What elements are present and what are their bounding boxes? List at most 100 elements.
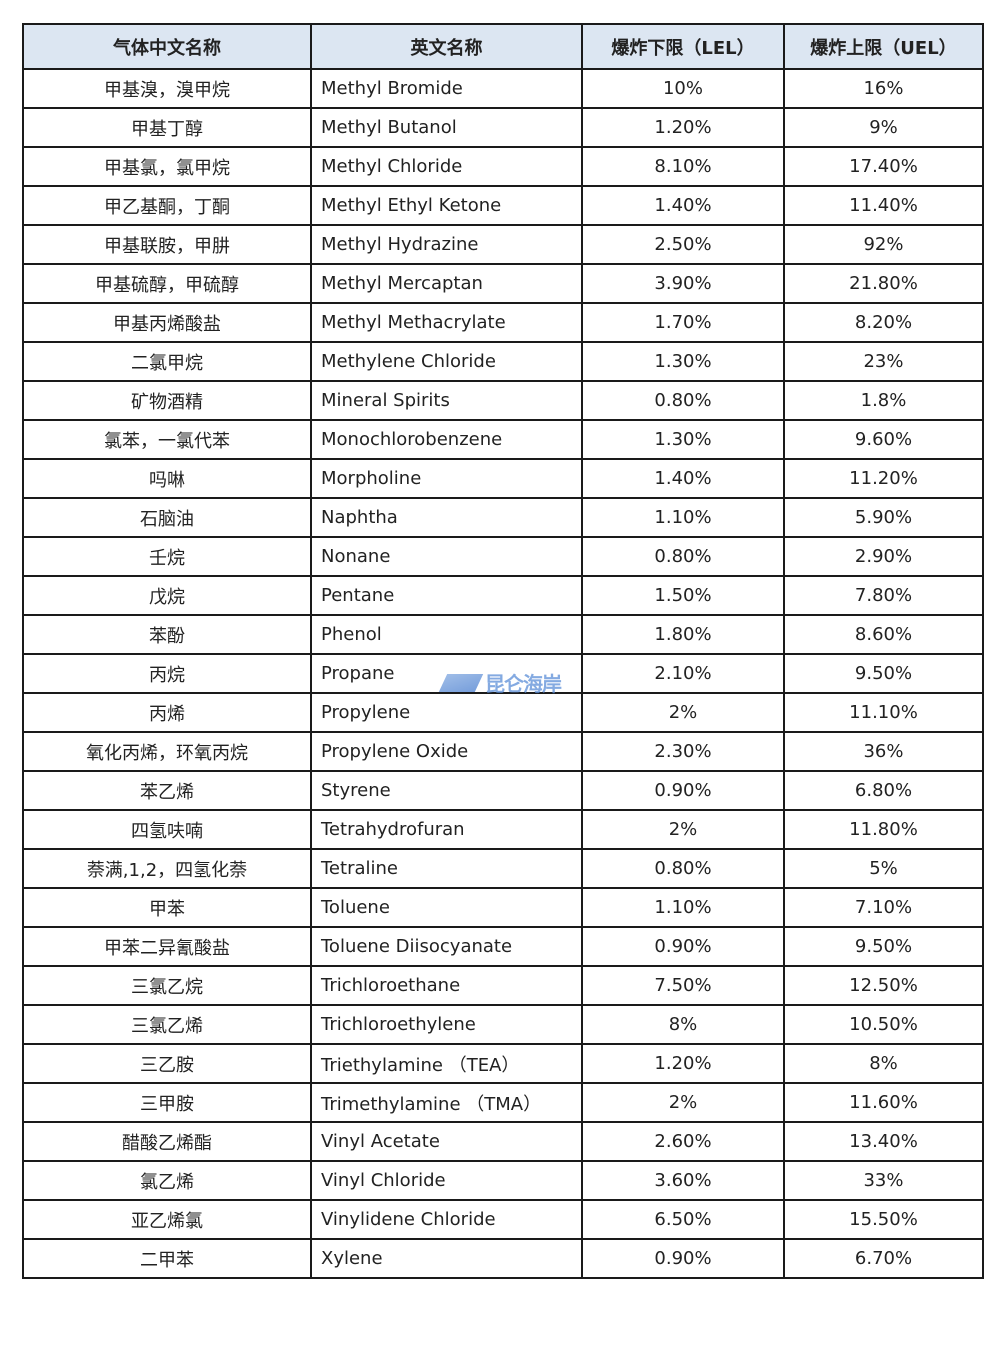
cell-chinese-name: 甲乙基酮，丁酮	[22, 185, 312, 226]
table-row: 甲基氯，氯甲烷 Methyl Chloride 8.10% 17.40%	[22, 146, 984, 187]
cell-lel: 2.60%	[581, 1121, 785, 1162]
table-row: 丙烷 Propane 2.10% 9.50%	[22, 653, 984, 694]
table-row: 萘满,1,2，四氢化萘 Tetraline 0.80% 5%	[22, 848, 984, 889]
table-row: 二氯甲烷 Methylene Chloride 1.30% 23%	[22, 341, 984, 382]
cell-uel: 15.50%	[783, 1199, 984, 1240]
explosion-limits-table: 气体中文名称 英文名称 爆炸下限（LEL） 爆炸上限（UEL） 甲基溴，溴甲烷 M…	[22, 23, 984, 1279]
cell-uel: 8%	[783, 1043, 984, 1084]
table-row: 甲基溴，溴甲烷 Methyl Bromide 10% 16%	[22, 68, 984, 109]
cell-lel: 8.10%	[581, 146, 785, 187]
table-row: 戊烷 Pentane 1.50% 7.80%	[22, 575, 984, 616]
cell-uel: 11.60%	[783, 1082, 984, 1123]
table-row: 苯酚 Phenol 1.80% 8.60%	[22, 614, 984, 655]
table-row: 石脑油 Naphtha 1.10% 5.90%	[22, 497, 984, 538]
table-row: 甲基硫醇，甲硫醇 Methyl Mercaptan 3.90% 21.80%	[22, 263, 984, 304]
table-row: 氯乙烯 Vinyl Chloride 3.60% 33%	[22, 1160, 984, 1201]
cell-english-name: Trichloroethane	[310, 965, 583, 1006]
cell-lel: 6.50%	[581, 1199, 785, 1240]
cell-uel: 9.50%	[783, 653, 984, 694]
cell-chinese-name: 三氯乙烷	[22, 965, 312, 1006]
cell-english-name: Propylene Oxide	[310, 731, 583, 772]
cell-english-name: Tetraline	[310, 848, 583, 889]
cell-english-name: Pentane	[310, 575, 583, 616]
cell-english-name: Styrene	[310, 770, 583, 811]
cell-chinese-name: 甲基氯，氯甲烷	[22, 146, 312, 187]
cell-uel: 9.50%	[783, 926, 984, 967]
cell-uel: 10.50%	[783, 1004, 984, 1045]
cell-english-name: Methyl Chloride	[310, 146, 583, 187]
cell-uel: 9.60%	[783, 419, 984, 460]
cell-lel: 10%	[581, 68, 785, 109]
cell-lel: 2.50%	[581, 224, 785, 265]
table-row: 二甲苯 Xylene 0.90% 6.70%	[22, 1238, 984, 1279]
cell-english-name: Methyl Mercaptan	[310, 263, 583, 304]
cell-uel: 8.20%	[783, 302, 984, 343]
cell-english-name: Nonane	[310, 536, 583, 577]
cell-english-name: Vinyl Chloride	[310, 1160, 583, 1201]
cell-uel: 11.10%	[783, 692, 984, 733]
cell-lel: 1.20%	[581, 107, 785, 148]
cell-chinese-name: 壬烷	[22, 536, 312, 577]
table-row: 苯乙烯 Styrene 0.90% 6.80%	[22, 770, 984, 811]
cell-lel: 1.40%	[581, 185, 785, 226]
table-row: 三氯乙烷 Trichloroethane 7.50% 12.50%	[22, 965, 984, 1006]
cell-lel: 2.10%	[581, 653, 785, 694]
table-row: 氯苯，一氯代苯 Monochlorobenzene 1.30% 9.60%	[22, 419, 984, 460]
cell-english-name: Morpholine	[310, 458, 583, 499]
header-chinese-name: 气体中文名称	[22, 23, 312, 70]
cell-uel: 5%	[783, 848, 984, 889]
cell-chinese-name: 氯苯，一氯代苯	[22, 419, 312, 460]
cell-english-name: Methyl Butanol	[310, 107, 583, 148]
cell-chinese-name: 三氯乙烯	[22, 1004, 312, 1045]
table-row: 甲基丁醇 Methyl Butanol 1.20% 9%	[22, 107, 984, 148]
logo-icon	[438, 673, 484, 692]
table-row: 丙烯 Propylene 2% 11.10%	[22, 692, 984, 733]
cell-uel: 17.40%	[783, 146, 984, 187]
cell-chinese-name: 甲苯二异氰酸盐	[22, 926, 312, 967]
cell-lel: 1.40%	[581, 458, 785, 499]
table-row: 三氯乙烯 Trichloroethylene 8% 10.50%	[22, 1004, 984, 1045]
cell-uel: 7.80%	[783, 575, 984, 616]
cell-chinese-name: 氧化丙烯，环氧丙烷	[22, 731, 312, 772]
cell-chinese-name: 甲基联胺，甲肼	[22, 224, 312, 265]
cell-chinese-name: 萘满,1,2，四氢化萘	[22, 848, 312, 889]
cell-chinese-name: 亚乙烯氯	[22, 1199, 312, 1240]
cell-chinese-name: 苯乙烯	[22, 770, 312, 811]
cell-lel: 0.80%	[581, 536, 785, 577]
cell-uel: 11.20%	[783, 458, 984, 499]
cell-chinese-name: 吗啉	[22, 458, 312, 499]
cell-english-name: Propylene	[310, 692, 583, 733]
cell-lel: 1.10%	[581, 497, 785, 538]
table-row: 矿物酒精 Mineral Spirits 0.80% 1.8%	[22, 380, 984, 421]
cell-lel: 7.50%	[581, 965, 785, 1006]
table-row: 吗啉 Morpholine 1.40% 11.20%	[22, 458, 984, 499]
cell-lel: 0.80%	[581, 380, 785, 421]
cell-english-name: Toluene Diisocyanate	[310, 926, 583, 967]
cell-lel: 1.10%	[581, 887, 785, 928]
cell-uel: 7.10%	[783, 887, 984, 928]
cell-uel: 33%	[783, 1160, 984, 1201]
cell-lel: 0.90%	[581, 1238, 785, 1279]
cell-english-name: Tetrahydrofuran	[310, 809, 583, 850]
cell-lel: 8%	[581, 1004, 785, 1045]
cell-uel: 8.60%	[783, 614, 984, 655]
cell-uel: 11.80%	[783, 809, 984, 850]
cell-uel: 16%	[783, 68, 984, 109]
table-row: 四氢呋喃 Tetrahydrofuran 2% 11.80%	[22, 809, 984, 850]
table-row: 甲乙基酮，丁酮 Methyl Ethyl Ketone 1.40% 11.40%	[22, 185, 984, 226]
cell-english-name: Methyl Ethyl Ketone	[310, 185, 583, 226]
cell-english-name: Phenol	[310, 614, 583, 655]
cell-chinese-name: 丙烷	[22, 653, 312, 694]
cell-uel: 23%	[783, 341, 984, 382]
cell-lel: 0.80%	[581, 848, 785, 889]
header-uel: 爆炸上限（UEL）	[783, 23, 984, 70]
cell-chinese-name: 甲基丁醇	[22, 107, 312, 148]
table-row: 三甲胺 Trimethylamine （TMA） 2% 11.60%	[22, 1082, 984, 1123]
cell-english-name: Mineral Spirits	[310, 380, 583, 421]
table-row: 氧化丙烯，环氧丙烷 Propylene Oxide 2.30% 36%	[22, 731, 984, 772]
cell-uel: 92%	[783, 224, 984, 265]
table-row: 甲基丙烯酸盐 Methyl Methacrylate 1.70% 8.20%	[22, 302, 984, 343]
cell-chinese-name: 甲基溴，溴甲烷	[22, 68, 312, 109]
table-row: 壬烷 Nonane 0.80% 2.90%	[22, 536, 984, 577]
cell-english-name: Methyl Hydrazine	[310, 224, 583, 265]
